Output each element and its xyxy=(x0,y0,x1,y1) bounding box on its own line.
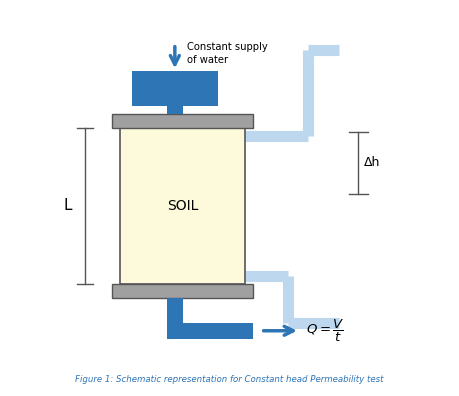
Bar xyxy=(120,128,245,284)
Text: $Q = \dfrac{V}{t}$: $Q = \dfrac{V}{t}$ xyxy=(306,318,344,344)
Bar xyxy=(167,106,183,114)
Bar xyxy=(112,114,253,128)
Text: L: L xyxy=(63,198,72,213)
Text: Figure 1: Schematic representation for Constant head Permeability test: Figure 1: Schematic representation for C… xyxy=(75,375,384,384)
Text: SOIL: SOIL xyxy=(167,199,198,213)
Bar xyxy=(167,297,183,339)
Bar xyxy=(112,284,253,297)
Bar xyxy=(132,71,218,106)
Bar xyxy=(167,323,253,339)
Text: Δh: Δh xyxy=(364,156,381,169)
Text: Constant supply
of water: Constant supply of water xyxy=(186,42,267,65)
